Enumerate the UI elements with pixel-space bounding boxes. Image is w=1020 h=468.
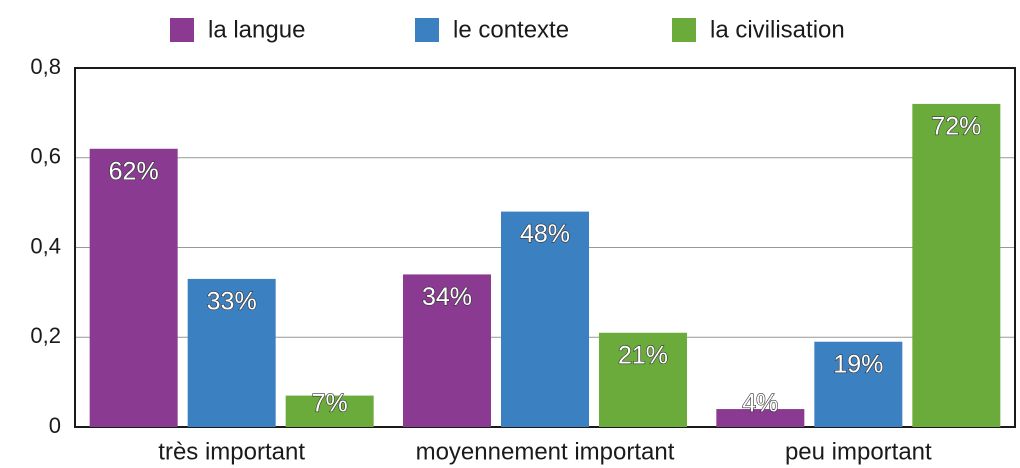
y-tick-label: 0,8 — [30, 54, 61, 79]
data-label: 34% — [422, 283, 472, 311]
bar — [912, 103, 1001, 428]
y-tick-label: 0 — [49, 413, 61, 438]
x-tick-label: peu important — [785, 438, 932, 465]
legend-label: le contexte — [453, 16, 569, 43]
legend-swatch — [415, 18, 439, 42]
data-label: 62% — [109, 157, 159, 185]
legend-swatch — [672, 18, 696, 42]
data-label: 33% — [207, 288, 257, 316]
data-label: 48% — [520, 220, 570, 248]
x-tick-label: très important — [158, 438, 305, 465]
data-label: 4% — [742, 390, 778, 418]
bar — [285, 395, 374, 427]
bar — [89, 148, 178, 427]
bar — [716, 409, 805, 427]
bar — [187, 278, 276, 427]
data-label: 72% — [931, 113, 981, 141]
y-tick-label: 0,4 — [30, 233, 61, 258]
legend-label: la langue — [208, 16, 305, 43]
bar — [501, 211, 589, 427]
bar — [403, 274, 491, 427]
legend-swatch — [170, 18, 194, 42]
legend-label: la civilisation — [710, 16, 845, 43]
x-tick-label: moyennement important — [416, 438, 675, 465]
data-label: 7% — [312, 390, 348, 418]
y-tick-label: 0,2 — [30, 323, 61, 348]
data-label: 21% — [618, 341, 668, 369]
bar — [814, 341, 903, 427]
y-tick-label: 0,6 — [30, 144, 61, 169]
data-label: 19% — [833, 350, 883, 378]
bar — [599, 332, 687, 427]
